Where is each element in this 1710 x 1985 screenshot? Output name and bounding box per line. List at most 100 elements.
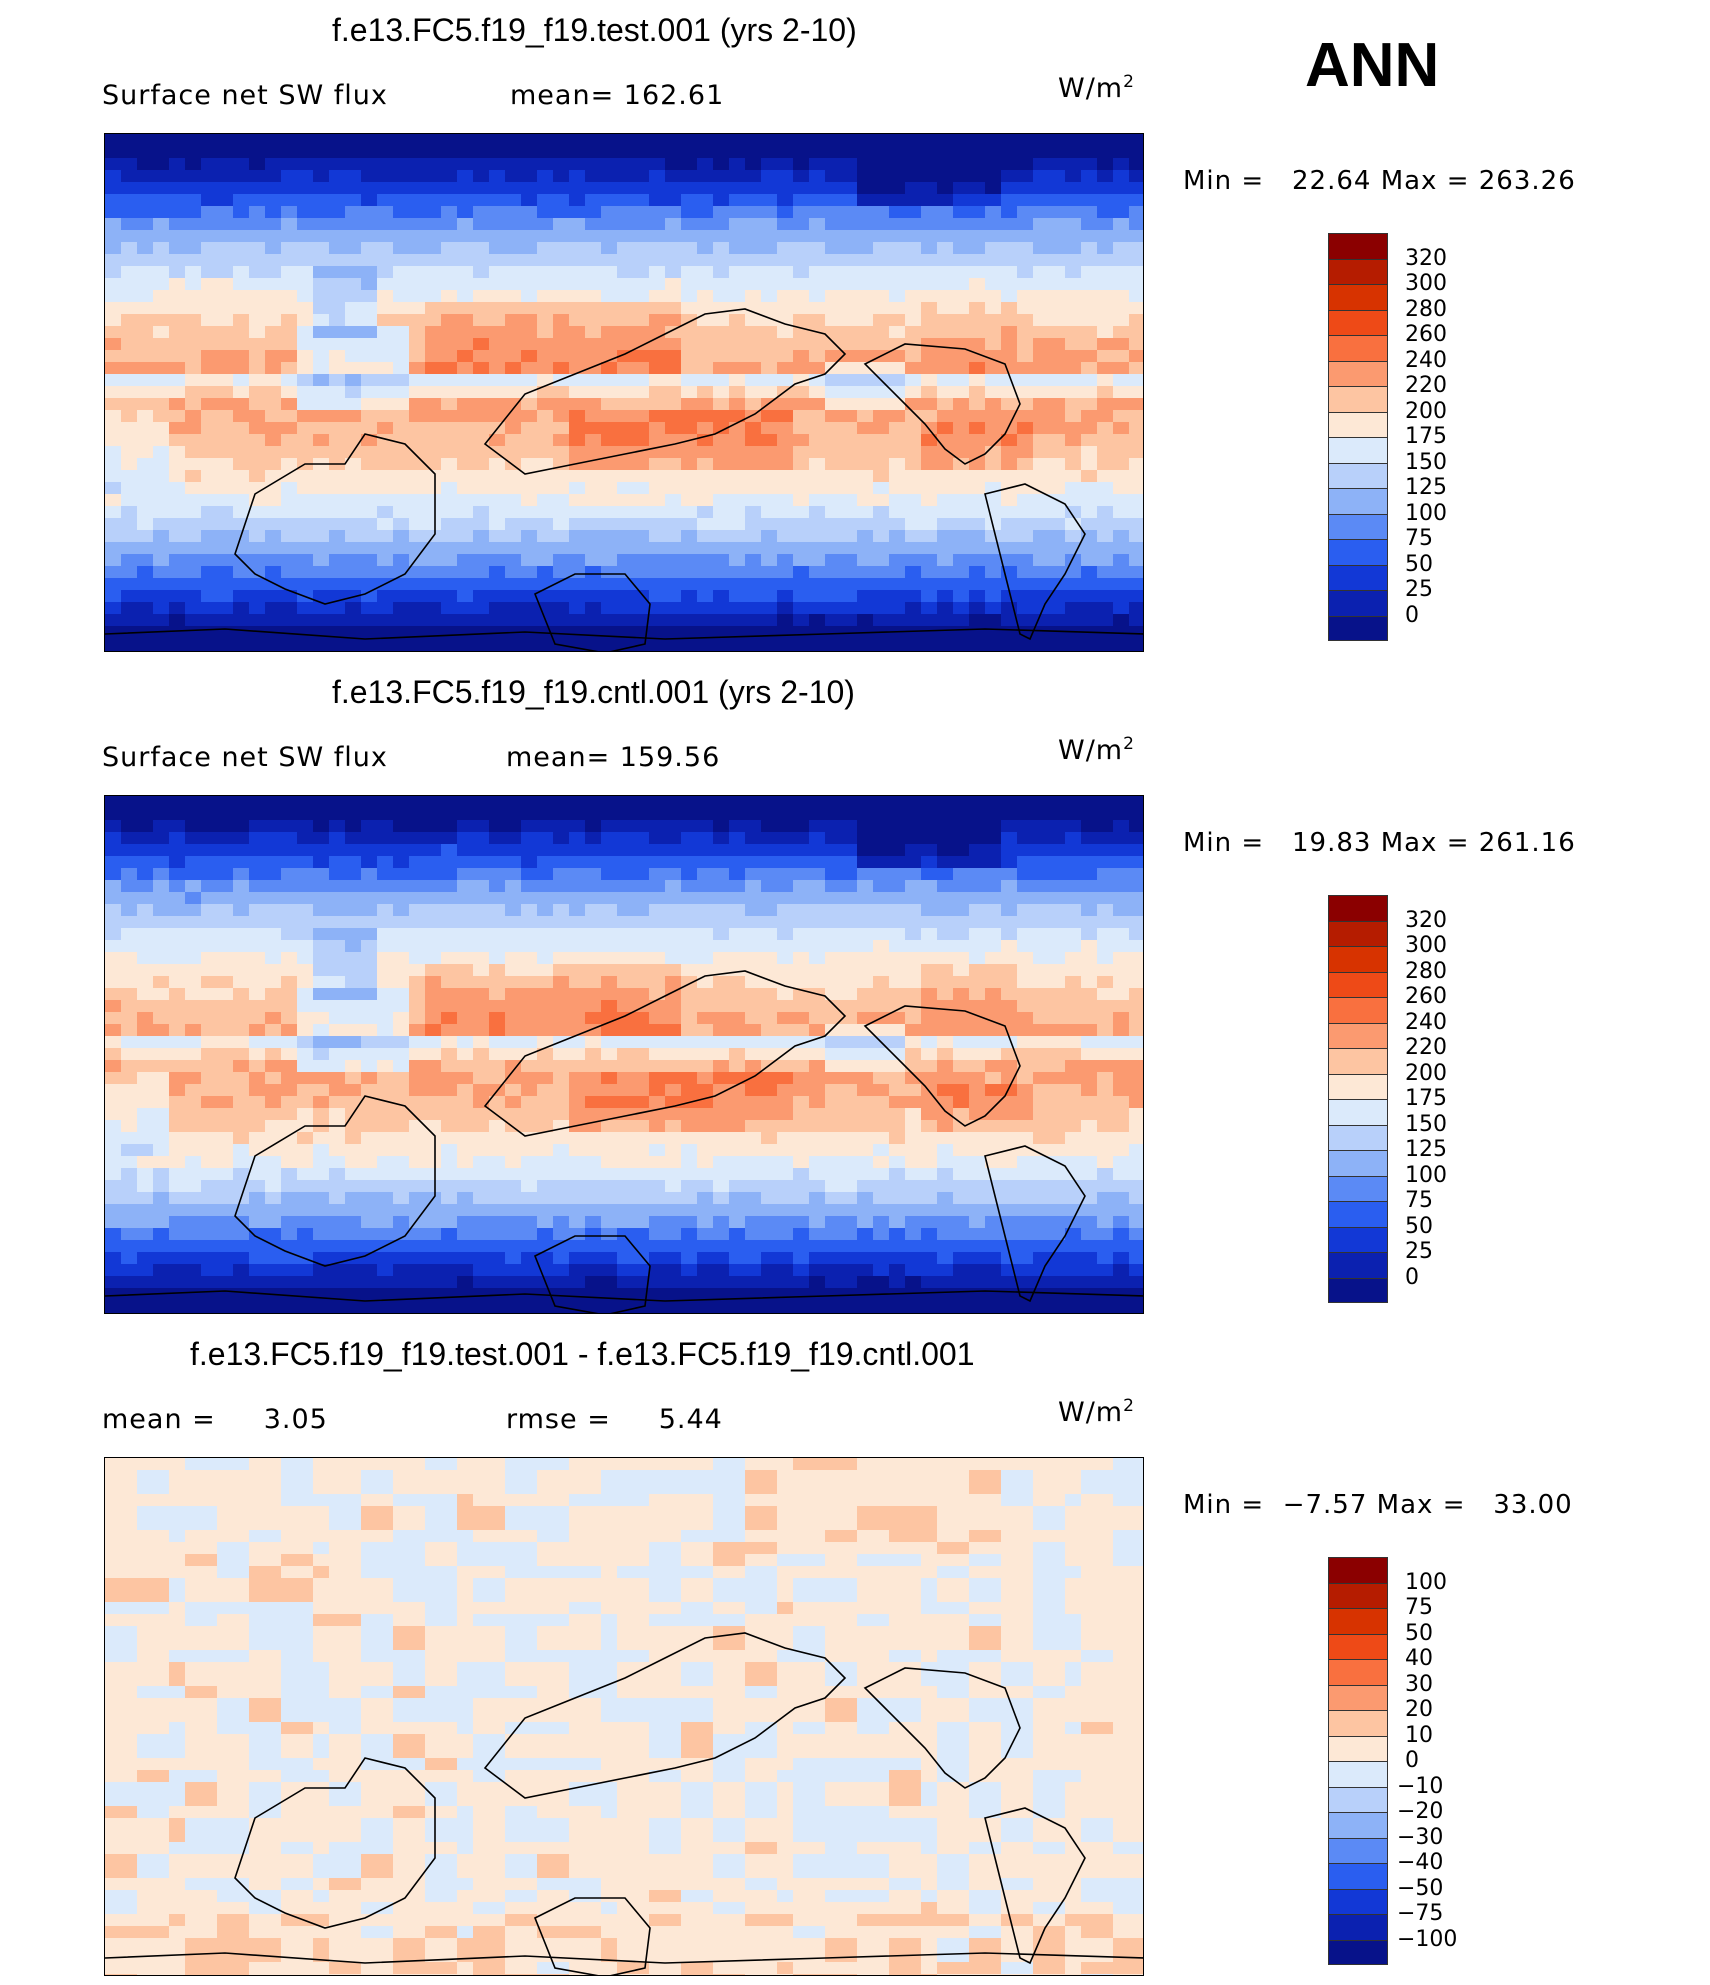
colorbar-tick-label: 0 bbox=[1405, 1264, 1419, 1290]
colorbar-swatch bbox=[1328, 1710, 1388, 1736]
colorbar-tick-label: 280 bbox=[1405, 296, 1447, 322]
colorbar-tick-label: 100 bbox=[1405, 1569, 1447, 1595]
colorbar-tick-label: −10 bbox=[1397, 1773, 1444, 1799]
map-field bbox=[105, 1458, 1143, 1975]
colorbar-swatch bbox=[1328, 1939, 1388, 1965]
colorbar-tick-label: −40 bbox=[1397, 1850, 1444, 1875]
colorbar-tick-label: 75 bbox=[1405, 1595, 1433, 1620]
min-max-readout: Min = 22.64 Max = 263.26 bbox=[1183, 166, 1576, 196]
colorbar-tick-label: 125 bbox=[1405, 475, 1447, 500]
colorbar-tick-label: 220 bbox=[1405, 1035, 1447, 1060]
colorbar-swatch bbox=[1328, 513, 1388, 539]
colorbar-swatch bbox=[1328, 1124, 1388, 1150]
mean-label: mean = 3.05 bbox=[102, 1404, 328, 1435]
panel-title: f.e13.FC5.f19_f19.test.001 - f.e13.FC5.f… bbox=[190, 1336, 975, 1372]
colorbar-swatch bbox=[1328, 258, 1388, 284]
colorbar-swatch bbox=[1328, 386, 1388, 412]
colorbar-swatch bbox=[1328, 233, 1388, 259]
colorbar-swatch bbox=[1328, 309, 1388, 335]
colorbar-swatch bbox=[1328, 1888, 1388, 1914]
colorbar-swatch bbox=[1328, 1633, 1388, 1659]
colorbar-swatch bbox=[1328, 1761, 1388, 1787]
colorbar-swatch bbox=[1328, 411, 1388, 437]
colorbar-tick-label: 100 bbox=[1405, 1162, 1447, 1188]
colorbar-tick-label: 240 bbox=[1405, 1009, 1447, 1035]
colorbar-swatch bbox=[1328, 284, 1388, 310]
colorbar bbox=[1328, 233, 1388, 641]
map-test bbox=[104, 133, 1144, 652]
colorbar-tick-label: 320 bbox=[1405, 245, 1447, 271]
colorbar-tick-label: 200 bbox=[1405, 1060, 1447, 1086]
colorbar-swatch bbox=[1328, 1175, 1388, 1201]
colorbar-swatch bbox=[1328, 1277, 1388, 1303]
colorbar-tick-label: 260 bbox=[1405, 322, 1447, 347]
colorbar-tick-label: 300 bbox=[1405, 933, 1447, 958]
colorbar-swatch bbox=[1328, 437, 1388, 463]
colorbar-tick-label: −30 bbox=[1397, 1824, 1444, 1850]
colorbar-swatch bbox=[1328, 1608, 1388, 1634]
colorbar-tick-label: 10 bbox=[1405, 1722, 1433, 1748]
colorbar-tick-label: 150 bbox=[1405, 449, 1447, 475]
colorbar-swatch bbox=[1328, 1226, 1388, 1252]
colorbar-tick-label: 175 bbox=[1405, 1086, 1447, 1111]
colorbar-swatch bbox=[1328, 1735, 1388, 1761]
colorbar-swatch bbox=[1328, 360, 1388, 386]
colorbar-swatch bbox=[1328, 1837, 1388, 1863]
colorbar-tick-label: 320 bbox=[1405, 907, 1447, 933]
colorbar-tick-label: 260 bbox=[1405, 984, 1447, 1009]
colorbar-tick-label: 150 bbox=[1405, 1111, 1447, 1137]
colorbar-swatch bbox=[1328, 488, 1388, 514]
colorbar-tick-label: 40 bbox=[1405, 1646, 1433, 1671]
colorbar-tick-label: 100 bbox=[1405, 500, 1447, 526]
variable-label: Surface net SW flux bbox=[102, 80, 388, 111]
colorbar-tick-label: −50 bbox=[1397, 1875, 1444, 1901]
min-max-readout: Min = −7.57 Max = 33.00 bbox=[1183, 1490, 1573, 1520]
colorbar bbox=[1328, 895, 1388, 1303]
colorbar-tick-label: −75 bbox=[1397, 1901, 1444, 1926]
colorbar-tick-label: 20 bbox=[1405, 1697, 1433, 1722]
colorbar-swatch bbox=[1328, 1812, 1388, 1838]
colorbar-swatch bbox=[1328, 564, 1388, 590]
colorbar-swatch bbox=[1328, 1099, 1388, 1125]
colorbar-swatch bbox=[1328, 1048, 1388, 1074]
colorbar-swatch bbox=[1328, 1582, 1388, 1608]
colorbar-swatch bbox=[1328, 1201, 1388, 1227]
colorbar-swatch bbox=[1328, 1659, 1388, 1685]
colorbar-tick-label: −20 bbox=[1397, 1799, 1444, 1824]
map-field bbox=[105, 134, 1143, 651]
colorbar-swatch bbox=[1328, 590, 1388, 616]
colorbar-swatch bbox=[1328, 1863, 1388, 1889]
colorbar-tick-label: 25 bbox=[1405, 577, 1433, 602]
colorbar-tick-label: 50 bbox=[1405, 1620, 1433, 1646]
colorbar-swatch bbox=[1328, 1073, 1388, 1099]
colorbar-tick-label: 175 bbox=[1405, 424, 1447, 449]
mean-label: mean= 162.61 bbox=[510, 80, 725, 111]
rmse-label: rmse = 5.44 bbox=[506, 1404, 723, 1435]
variable-label: Surface net SW flux bbox=[102, 742, 388, 773]
mean-label: mean= 159.56 bbox=[506, 742, 721, 773]
colorbar-swatch bbox=[1328, 539, 1388, 565]
colorbar-tick-label: 240 bbox=[1405, 347, 1447, 373]
colorbar-swatch bbox=[1328, 997, 1388, 1023]
colorbar-swatch bbox=[1328, 1252, 1388, 1278]
colorbar-swatch bbox=[1328, 946, 1388, 972]
colorbar-swatch bbox=[1328, 1914, 1388, 1940]
colorbar-tick-label: 220 bbox=[1405, 373, 1447, 398]
colorbar-swatch bbox=[1328, 1022, 1388, 1048]
colorbar-tick-label: 25 bbox=[1405, 1239, 1433, 1264]
units-label: W/m2 bbox=[1058, 72, 1135, 104]
panel-title: f.e13.FC5.f19_f19.cntl.001 (yrs 2-10) bbox=[332, 674, 855, 710]
colorbar-swatch bbox=[1328, 1150, 1388, 1176]
panel-title: f.e13.FC5.f19_f19.test.001 (yrs 2-10) bbox=[332, 12, 857, 48]
colorbar-tick-label: −100 bbox=[1397, 1926, 1458, 1952]
season-label: ANN bbox=[1305, 31, 1440, 100]
colorbar-tick-label: 280 bbox=[1405, 958, 1447, 984]
colorbar-tick-label: 0 bbox=[1405, 1748, 1419, 1773]
colorbar-tick-label: 75 bbox=[1405, 526, 1433, 551]
colorbar-swatch bbox=[1328, 335, 1388, 361]
map-diff bbox=[104, 1457, 1144, 1976]
colorbar-tick-label: 200 bbox=[1405, 398, 1447, 424]
colorbar-tick-label: 300 bbox=[1405, 271, 1447, 296]
colorbar-swatch bbox=[1328, 1557, 1388, 1583]
colorbar-swatch bbox=[1328, 1684, 1388, 1710]
